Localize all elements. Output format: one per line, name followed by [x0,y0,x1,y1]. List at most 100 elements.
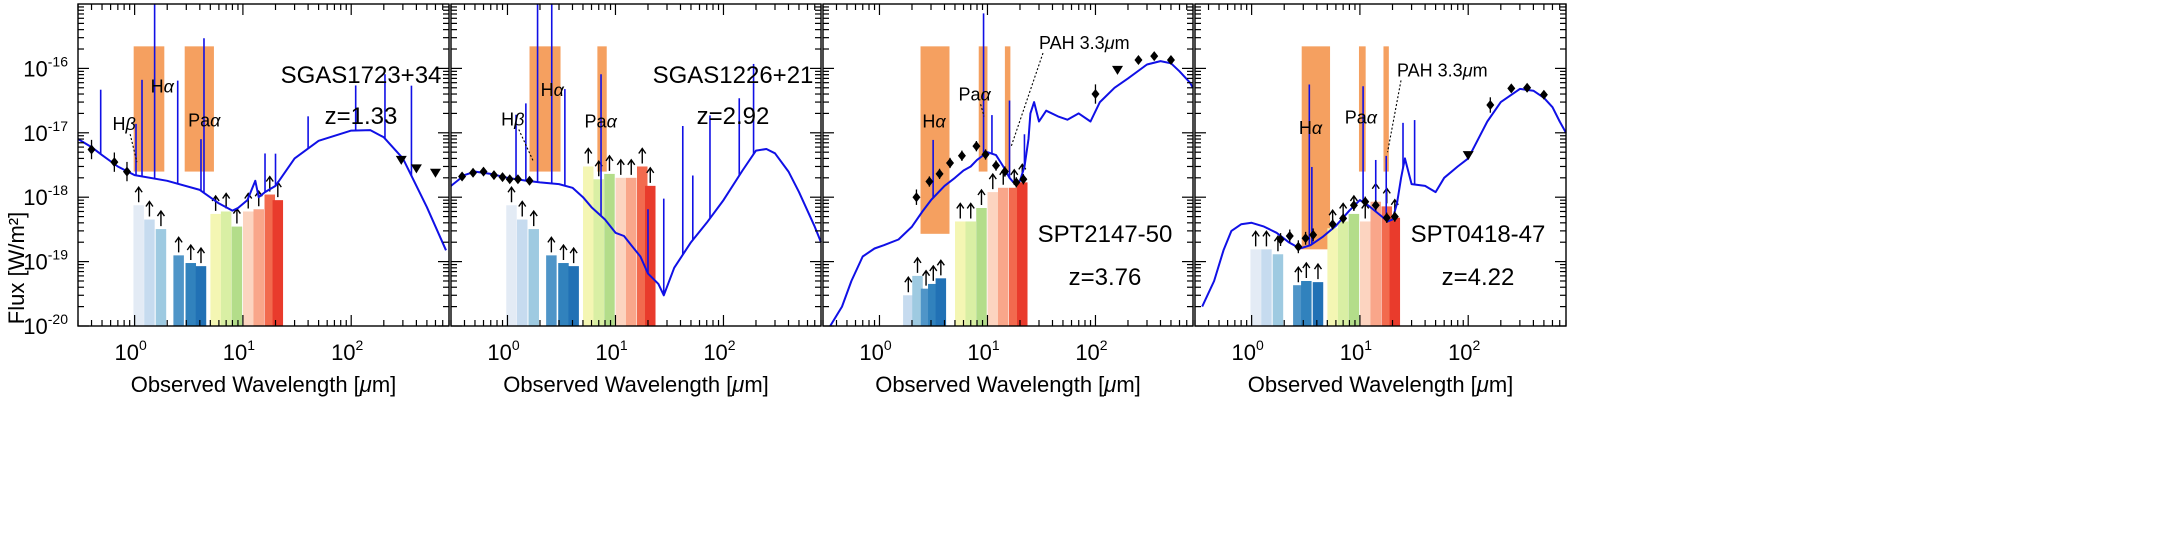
panel2-data-point-1 [458,171,467,182]
panel1-filter-limit-arrow-3 [156,209,166,227]
panel1-filter-bar-4 [173,255,184,326]
panel2-data-point-8 [525,175,534,186]
panel3-filter-bar-5 [935,278,947,326]
panel2-x-tick-label-base: 10 [703,340,727,365]
panel1-data-point-3 [122,166,131,177]
panel2-x-tick-label-1: 100 [487,337,519,365]
y-tick-label-base: 10 [23,185,47,210]
panel1-x-tick-label-base: 10 [331,340,355,365]
panel4-line-band-1 [1301,46,1331,250]
panel1-x-axis-title-text-pre: Observed Wavelength [ [131,372,360,397]
panel4-data-point-10 [1371,200,1380,211]
panel1-line-label-2-text-greek: α [164,77,175,97]
y-axis-title: Flux [W/m²] [4,212,29,324]
panel2-data-point-3 [479,166,488,177]
panel4-x-tick-label-2: 101 [1340,337,1372,365]
panel1-upper-limit-2 [410,164,422,174]
panel4-x-tick-label-base: 10 [1231,340,1255,365]
panel3-data-point-5 [957,150,966,161]
panel3-line-label-1: Hα [922,112,946,132]
panel3-line-band-1 [920,46,950,234]
panel4-x-tick-label-exp: 0 [1256,337,1264,353]
panel2-line-label-1-text-greek: β [513,109,524,129]
panel1-line-label-3-text-pre: Pa [188,111,211,131]
panel2-line-label-3-text-pre: Pa [585,112,608,132]
panel3-filter-bar-9 [987,192,999,326]
panel4-data-point-9 [1361,196,1370,207]
panel4-x-tick-label-3: 102 [1448,337,1480,365]
panel2-data-point-2 [469,167,478,178]
panel3-x-axis-title-text-post: m] [1116,372,1140,397]
y-tick-label-base: 10 [23,250,47,275]
panel4-data-point-3 [1294,241,1303,252]
panel4-filter-limit-arrow-4 [1294,265,1303,283]
panel1-line-band-1 [133,46,165,172]
panel3-data-point-3 [935,168,944,179]
panel3-data-point-6 [972,141,981,152]
panel4-redshift-label: z=4.22 [1442,264,1515,291]
panel2-filter-limit-arrow-12 [638,147,647,164]
panel2-filter-bar-10 [615,177,627,326]
panel3-plot-frame [822,3,1194,327]
panel3-data-point-4 [946,157,955,168]
panel2-x-tick-label-exp: 1 [620,337,628,353]
panel1-x-axis-title-text-mu: μ [359,372,372,397]
panel2-filter-limit-arrow-1 [507,186,516,203]
panel4-line-label-2-text-pre: Pa [1345,107,1368,127]
panel4-data-point-2 [1285,230,1294,241]
panel2-redshift-label-text: z=2.92 [697,103,770,130]
panel1-line-band-2 [184,46,214,172]
panel2-filter-bar-1 [506,205,517,326]
panel1-filter-bar-3 [155,229,167,326]
panel4-line-label-3-text-mu: μ [1462,60,1473,80]
panel1-filter-limit-arrow-8 [222,192,231,209]
panel1-line-label-2: Hα [151,77,175,97]
panel2-line-band-2 [597,46,607,172]
panel1-filter-bar-12 [264,194,276,326]
panel4-filter-bar-7 [1327,228,1338,326]
panel1-filter-bar-10 [242,211,254,326]
panel1-filter-bar-9 [231,226,243,326]
panel2-redshift-label: z=2.92 [697,103,770,130]
panel3-filter-bar-2 [912,275,923,326]
panel4-filter-bar-4 [1293,285,1304,326]
panel4-filter-limit-arrow-2 [1262,230,1271,247]
panel3-filter-limit-arrow-9 [988,172,997,190]
panel4-x-axis-title: Observed Wavelength [μm] [1248,372,1514,397]
panel1-filter-bar-13 [272,200,284,326]
panel1-filter-limit-arrow-5 [186,243,195,261]
panel1-x-tick-label-exp: 0 [139,337,147,353]
panel4-line-label-3-text-pre: PAH 3.3 [1397,60,1463,80]
panel3-line-label-1-text-greek: α [935,112,946,132]
panel3-object-name: SPT2147-50 [1038,221,1173,248]
panel4-x-tick-label-base: 10 [1340,340,1364,365]
panel2-line-label-pointer-1 [518,129,535,163]
panel3-x-tick-label-3: 102 [1075,337,1107,365]
panel1-data-point-1 [87,144,96,155]
panel3-filter-limit-arrow-6 [956,202,965,219]
panel1-line-label-1-text-pre: H [112,114,125,134]
panel3-upper-limit-1 [1112,65,1124,75]
panel3-filter-limit-arrow-1 [904,276,913,293]
panel1-filter-limit-arrow-9 [232,207,241,224]
panel3-line-label-1-text-pre: H [922,112,935,132]
panel4-line-label-1-text-greek: α [1312,118,1323,138]
panel3-redshift-label-text: z=3.76 [1069,264,1142,291]
panel1-x-tick-label-1: 100 [114,337,146,365]
panel2-plot-frame [450,3,822,327]
panel2-x-tick-label-2: 101 [595,337,627,365]
y-tick-label-exp: -20 [48,311,68,327]
panel3-data-point-12 [1091,89,1100,100]
panel3-data-point-15 [1166,55,1175,66]
panel2-x-axis-title-text-post: m] [744,372,768,397]
panel2-filter-limit-arrow-2 [518,200,527,217]
y-tick-label-exp: -19 [48,247,68,263]
panel3-x-tick-label-exp: 2 [1100,337,1108,353]
y-tick-label-base: 10 [23,121,47,146]
panel2-x-tick-label-base: 10 [595,340,619,365]
panel2-line-label-3-text-greek: α [607,112,618,132]
panel1-upper-limit-3 [429,168,441,178]
panel4-data-point-8 [1349,200,1358,211]
panel1-line-label-1: Hβ [112,114,135,134]
